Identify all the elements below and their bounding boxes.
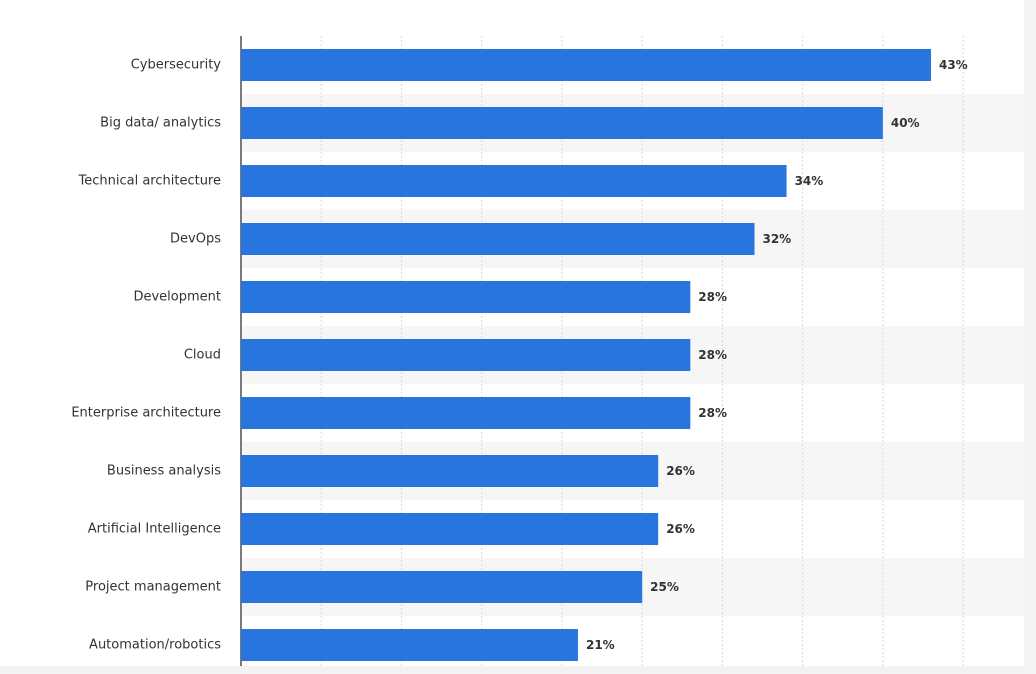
value-label: 25% xyxy=(650,580,679,594)
value-label: 43% xyxy=(939,58,968,72)
value-label: 32% xyxy=(762,232,791,246)
value-label: 26% xyxy=(666,522,695,536)
bar[interactable] xyxy=(241,513,659,545)
value-label: 34% xyxy=(795,174,824,188)
category-label: Enterprise architecture xyxy=(71,406,221,421)
value-label: 21% xyxy=(586,638,615,652)
value-label: 40% xyxy=(891,116,920,130)
chart-card: Cybersecurity Big data/ analytics Technica… xyxy=(0,0,1024,666)
category-labels: Cybersecurity Big data/ analytics Technica… xyxy=(71,58,221,653)
category-label: Development xyxy=(133,290,221,305)
category-label: DevOps xyxy=(170,232,221,247)
category-label: Big data/ analytics xyxy=(100,116,221,131)
bar[interactable] xyxy=(241,165,787,197)
bars xyxy=(241,49,931,661)
bar[interactable] xyxy=(241,281,691,313)
category-label: Project management xyxy=(85,580,221,595)
value-label: 28% xyxy=(698,406,727,420)
category-label: Business analysis xyxy=(107,464,221,479)
bar[interactable] xyxy=(241,223,755,255)
bar[interactable] xyxy=(241,49,931,81)
category-label: Artificial Intelligence xyxy=(88,522,221,537)
bar-chart: Cybersecurity Big data/ analytics Technica… xyxy=(71,36,968,666)
bar[interactable] xyxy=(241,339,691,371)
bar[interactable] xyxy=(241,107,883,139)
bar[interactable] xyxy=(241,397,691,429)
category-label: Cloud xyxy=(184,348,221,363)
bar[interactable] xyxy=(241,629,578,661)
value-label: 28% xyxy=(698,348,727,362)
value-label: 28% xyxy=(698,290,727,304)
category-label: Automation/robotics xyxy=(89,638,221,653)
value-label: 26% xyxy=(666,464,695,478)
category-label: Cybersecurity xyxy=(131,58,222,73)
category-label: Technical architecture xyxy=(78,174,222,189)
bar[interactable] xyxy=(241,455,659,487)
value-labels: 43% 40% 34% 32% 28% 28% 28% 26% 26% 25% 21% xyxy=(586,58,968,652)
bar[interactable] xyxy=(241,571,643,603)
